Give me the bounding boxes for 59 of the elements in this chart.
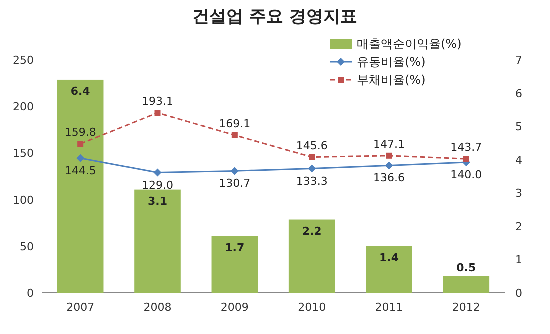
point xyxy=(308,164,316,173)
x-tick-label: 2010 xyxy=(298,301,326,314)
y2-tick-label: 6 xyxy=(516,87,522,100)
point xyxy=(154,110,161,116)
legend-label: 유동비율(%) xyxy=(357,55,426,69)
y2-tick-label: 3 xyxy=(516,187,522,200)
data-label: 143.7 xyxy=(450,141,482,154)
legend-label: 매출액순이익율(%) xyxy=(357,37,462,51)
bar xyxy=(443,276,490,293)
y-tick-label: 250 xyxy=(13,54,34,67)
data-label: 159.8 xyxy=(64,126,96,140)
data-label: 133.3 xyxy=(296,174,328,188)
y2-tick-label: 5 xyxy=(516,120,522,134)
y2-tick-label: 0 xyxy=(516,287,522,300)
y2-tick-label: 1 xyxy=(516,254,522,267)
data-label: 130.7 xyxy=(219,177,251,190)
point xyxy=(385,162,394,170)
point xyxy=(386,152,392,159)
chart-title: 건설업 주요 경영지표 xyxy=(192,7,358,27)
point xyxy=(154,168,162,177)
data-label: 129.0 xyxy=(142,178,174,192)
legend-label: 부채비율(%) xyxy=(357,73,426,87)
x-tick-label: 2008 xyxy=(144,301,172,314)
bar xyxy=(57,80,104,293)
data-label: 145.6 xyxy=(296,139,328,152)
y-tick-label: 150 xyxy=(13,147,34,160)
x-tick-label: 2007 xyxy=(66,301,95,314)
data-label: 1.4 xyxy=(380,251,400,264)
data-label: 0.5 xyxy=(456,261,476,274)
bar xyxy=(366,246,412,293)
data-label: 136.6 xyxy=(374,172,405,185)
data-label: 2.2 xyxy=(302,224,322,238)
data-label: 140.0 xyxy=(450,168,482,182)
data-label: 1.7 xyxy=(225,241,245,254)
y2-tick-label: 4 xyxy=(516,154,522,167)
y2-tick-label: 7 xyxy=(516,54,522,67)
x-tick-label: 2011 xyxy=(375,301,404,314)
bar xyxy=(288,220,336,293)
x-tick-label: 2009 xyxy=(220,301,249,314)
point xyxy=(76,154,85,162)
bar xyxy=(134,190,181,293)
y-tick-label: 0 xyxy=(27,287,34,300)
point xyxy=(78,141,84,148)
data-label: 3.1 xyxy=(148,194,168,208)
y-tick-label: 200 xyxy=(13,100,34,114)
x-tick-label: 2012 xyxy=(452,301,480,314)
data-label: 144.5 xyxy=(64,164,96,178)
point xyxy=(463,156,470,162)
data-label: 169.1 xyxy=(219,117,251,130)
bar xyxy=(212,236,258,293)
y-tick-label: 50 xyxy=(20,240,34,254)
data-label: 193.1 xyxy=(142,95,174,108)
y-tick-label: 100 xyxy=(13,194,34,207)
data-label: 147.1 xyxy=(374,138,405,151)
data-label: 6.4 xyxy=(70,84,91,98)
y2-tick-label: 2 xyxy=(516,220,522,234)
point xyxy=(309,154,316,160)
point xyxy=(230,167,239,176)
point xyxy=(232,132,238,138)
